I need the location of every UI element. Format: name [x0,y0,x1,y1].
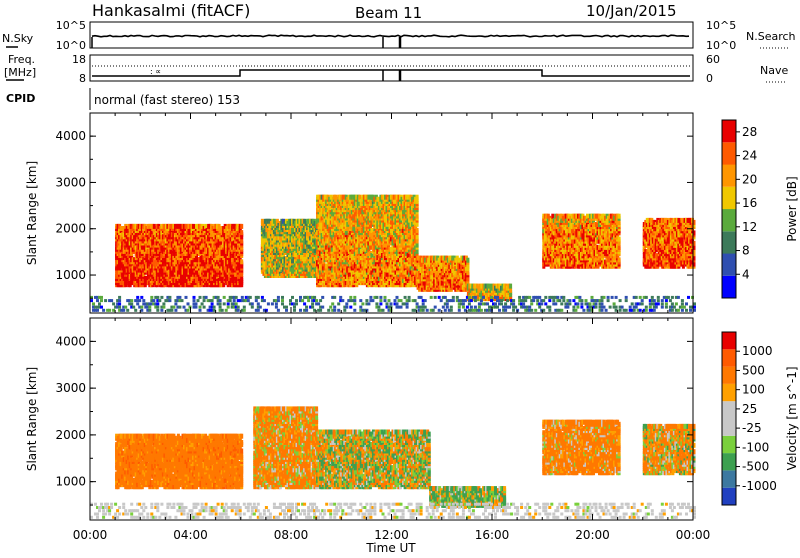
echo-region [261,219,318,278]
echo-region [417,256,470,292]
freq-trace [92,70,690,76]
noise-left-label: N.Sky [2,32,34,45]
echo-cell [240,230,243,235]
noise-panel-frame [90,22,693,48]
echo-cell [416,228,419,233]
cpid-label: CPID [6,92,35,105]
freq-right-tick-high: 60 [706,53,720,66]
echo-cell [153,224,156,229]
freq-right-tick-low: 0 [706,72,713,85]
noise-right-tick-high: 10^5 [706,19,736,32]
nave-label: Nave [760,64,788,77]
freq-glitch-marks: : ∝ [150,67,161,76]
station-title: Hankasalmi (fitACF) [92,1,250,20]
noise-left-tick-low: 10^0 [56,39,86,52]
echo-cell [240,224,243,229]
freq-left-tick-low: 8 [79,72,86,85]
beam-title: Beam 11 [355,4,422,22]
noise-right-tick-low: 10^0 [706,39,736,52]
freq-left-tick-high: 18 [72,53,86,66]
cpid-value: normal (fast stereo) 153 [94,93,240,107]
echo-cell [192,224,195,229]
echo-region [316,195,419,288]
plot-canvas: Hankasalmi (fitACF) Beam 11 10/Jan/2015 … [0,0,800,554]
noise-left-tick-high: 10^5 [56,19,86,32]
echo-cell [240,259,243,264]
freq-left-label: Freq. [8,53,35,66]
freq-left-unit: [MHz] [4,66,36,79]
radar-summary-plot: Hankasalmi (fitACF) Beam 11 10/Jan/2015 … [0,0,800,554]
noise-right-label: N.Search [746,30,796,43]
freq-panel-frame [90,55,693,81]
echo-cell [416,195,419,200]
noise-sky-trace [92,35,689,37]
date-title: 10/Jan/2015 [586,2,677,20]
